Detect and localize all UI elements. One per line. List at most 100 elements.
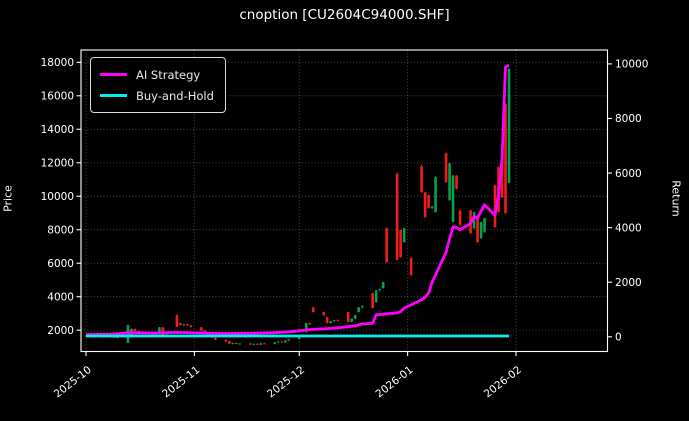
candle-up xyxy=(287,339,291,341)
candle-down xyxy=(395,173,399,260)
candle-down xyxy=(224,339,228,342)
legend-item-buy-and-hold: Buy-and-Hold xyxy=(100,85,214,106)
candle-up xyxy=(332,320,336,322)
candle-up xyxy=(297,336,301,340)
candle-up xyxy=(434,176,437,212)
y-left-tick-label: 4000 xyxy=(47,291,74,303)
candle-up xyxy=(350,318,353,322)
candle-down xyxy=(336,320,340,322)
y-left-tick-label: 16000 xyxy=(41,90,74,102)
candle-down xyxy=(133,328,137,332)
x-tick-label: 2026-01 xyxy=(374,364,416,400)
candle-up xyxy=(430,206,434,209)
y-left-tick-label: 12000 xyxy=(41,157,74,169)
y-right-tick-label: 2000 xyxy=(615,277,642,289)
candle-down xyxy=(504,104,507,213)
y-right-tick-label: 6000 xyxy=(615,168,642,180)
legend-item-ai-strategy: AI Strategy xyxy=(100,64,214,85)
candle-down xyxy=(325,317,329,324)
ai-strategy-line-swatch xyxy=(100,73,127,76)
candle-down xyxy=(322,312,326,316)
candle-down xyxy=(175,315,179,327)
x-tick-label: 2025-11 xyxy=(160,364,202,400)
candle-up xyxy=(259,343,263,345)
candle-up xyxy=(402,228,406,243)
candle-up xyxy=(483,218,486,233)
y-left-tick-label: 10000 xyxy=(41,191,74,203)
plot-border xyxy=(80,49,609,353)
chart-title: cnoption [CU2604C94000.SHF] xyxy=(239,7,450,23)
y-left-tick-label: 8000 xyxy=(47,224,74,236)
candle-down xyxy=(280,341,284,343)
x-tick-label: 2025-10 xyxy=(52,364,94,400)
candle-down xyxy=(385,228,388,263)
candle-up xyxy=(273,342,277,345)
candle-down xyxy=(308,323,312,325)
candle-up xyxy=(472,212,476,229)
y-axis-label-price: Price xyxy=(1,185,15,212)
candle-down xyxy=(427,195,430,209)
candle-down xyxy=(455,175,458,189)
candle-down xyxy=(189,325,193,328)
candle-up xyxy=(238,343,242,345)
ai-strategy-line xyxy=(85,64,510,336)
candle-down xyxy=(249,343,252,345)
candle-up xyxy=(158,327,161,335)
candle-down xyxy=(311,307,315,313)
candle-up xyxy=(252,343,256,345)
buy-and-hold-line-swatch xyxy=(100,94,127,97)
y-axis-label-return: Return xyxy=(669,180,683,217)
y-right-tick-label: 0 xyxy=(615,332,622,344)
candle-up xyxy=(381,282,385,289)
candle-down xyxy=(458,210,462,226)
y-right-tick-label: 10000 xyxy=(615,59,648,71)
candle-down xyxy=(444,153,448,183)
candle-down xyxy=(255,343,259,345)
candle-down xyxy=(423,192,427,218)
candle-up xyxy=(276,341,280,343)
candle-down xyxy=(228,341,231,344)
candle-down xyxy=(409,258,413,275)
candle-up xyxy=(353,315,357,319)
candle-up xyxy=(451,175,455,223)
y-left-tick-label: 18000 xyxy=(41,57,74,69)
candle-down xyxy=(346,312,350,322)
y-left-tick-label: 14000 xyxy=(41,124,74,136)
candle-up xyxy=(329,321,333,324)
candle-down xyxy=(179,323,182,326)
x-tick-label: 2026-02 xyxy=(482,364,524,400)
candle-up xyxy=(378,289,381,291)
candle-down xyxy=(235,342,238,344)
candle-up xyxy=(448,163,451,201)
candle-down xyxy=(399,230,402,258)
candle-up xyxy=(360,305,364,308)
candle-down xyxy=(420,166,423,193)
candle-up xyxy=(182,324,186,326)
candle-up xyxy=(304,323,308,333)
y-left-tick-label: 2000 xyxy=(47,325,74,337)
legend-label-ai-strategy: AI Strategy xyxy=(136,67,201,82)
candle-down xyxy=(262,343,266,345)
candle-down xyxy=(500,155,504,198)
candle-up xyxy=(357,307,360,313)
candle-up xyxy=(507,68,511,183)
candle-up xyxy=(479,222,483,239)
candle-up xyxy=(283,340,287,343)
candle-down xyxy=(186,324,189,326)
legend-label-buy-and-hold: Buy-and-Hold xyxy=(136,88,214,103)
candle-down xyxy=(476,215,479,243)
candle-down xyxy=(371,293,374,309)
candle-up xyxy=(374,290,378,303)
candle-down xyxy=(200,327,203,331)
candle-down xyxy=(214,337,217,340)
y-right-tick-label: 8000 xyxy=(615,113,642,125)
y-right-tick-label: 4000 xyxy=(615,222,642,234)
candle-up xyxy=(231,342,235,344)
candle-down xyxy=(493,185,497,228)
x-tick-label: 2025-12 xyxy=(265,364,307,400)
y-left-tick-label: 6000 xyxy=(47,258,74,270)
candle-down xyxy=(161,327,165,335)
legend: AI Strategy Buy-and-Hold xyxy=(90,57,226,113)
